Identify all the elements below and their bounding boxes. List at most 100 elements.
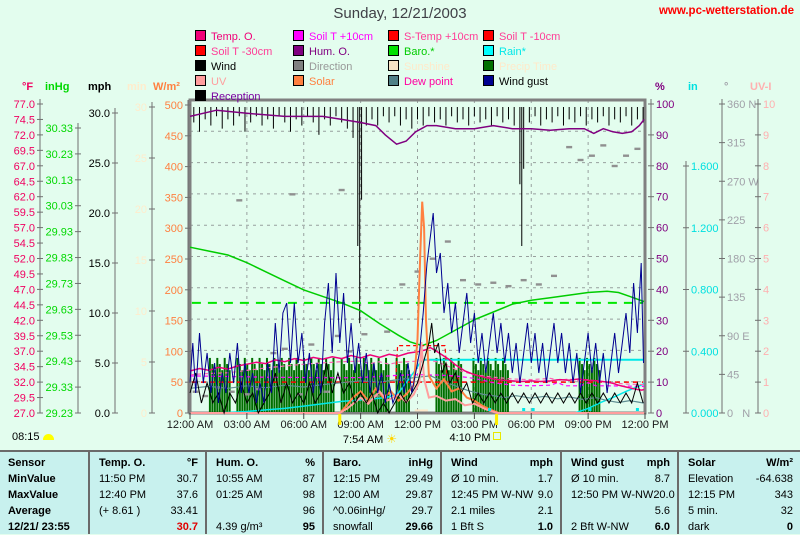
legend-item-direction: Direction <box>293 60 352 75</box>
table-cell-label: 10:55 AM <box>216 473 263 485</box>
solar-axis-label: 500 <box>165 100 183 112</box>
column-header: Hum. O. <box>216 457 259 469</box>
x-label: 03:00 AM <box>224 419 270 431</box>
rain-axis-dot <box>588 408 592 411</box>
table-cell-value: 30.7 <box>176 473 198 485</box>
series-humidity <box>189 109 645 146</box>
table-cell-label: 1 Bft S <box>451 521 485 533</box>
legend-label: UV <box>211 76 227 88</box>
legend-swatch <box>483 60 494 71</box>
precip-time-axis-label: 25 <box>135 153 147 165</box>
sun-icon: ☀ <box>386 432 398 446</box>
rain-axis-label: 1.200 <box>691 223 719 235</box>
direction-mark <box>535 283 542 286</box>
legend-label: Temp. O. <box>211 31 256 43</box>
table-row-label: MaxValue <box>8 489 59 501</box>
legend-item-s-temp-10cm: S-Temp +10cm <box>388 30 478 45</box>
rain-axis-dot <box>522 408 526 411</box>
legend-swatch <box>388 30 399 41</box>
humidity-axis-label: 60 <box>656 223 668 235</box>
humidity-axis-label: 30 <box>656 315 668 327</box>
table-row-label: Average <box>8 505 52 517</box>
table-cell-label: Ø 10 min. <box>451 473 499 485</box>
direction-mark <box>588 154 595 157</box>
table-cell-label: 11:50 PM <box>99 473 146 485</box>
x-label: 12:00 AM <box>167 419 213 431</box>
rain-axis-dot <box>531 408 535 411</box>
table-cell-value: 2.1 <box>537 505 553 517</box>
legend-swatch <box>293 75 304 86</box>
table-cell-value: 32 <box>780 505 793 517</box>
humidity-axis-label: 90 <box>656 130 668 142</box>
uv-axis-label: 4 <box>763 284 769 296</box>
humidity-axis-label: 20 <box>656 346 668 358</box>
column-header: Wind <box>451 457 478 469</box>
table-cell-label: 2.1 miles <box>451 505 496 517</box>
uv-axis-label: 0 <box>763 408 769 420</box>
table-cell-value: 9.0 <box>537 489 553 501</box>
legend-label: Wind <box>211 61 237 73</box>
legend-item-soil-t-10cm: Soil T +10cm <box>293 30 373 45</box>
direction-mark <box>551 274 557 278</box>
wind-axis-label: 20.0 <box>89 208 110 220</box>
solar-axis-label: 200 <box>165 285 183 297</box>
uv-axis-label: 5 <box>763 254 769 266</box>
humidity-axis-label: 50 <box>656 254 668 266</box>
x-label: 12:00 PM <box>621 419 668 431</box>
direction-mark <box>228 390 235 393</box>
temp-axis-label: 74.5 <box>14 114 35 126</box>
temp-axis-label: 37.0 <box>14 346 35 358</box>
x-label: 09:00 AM <box>337 419 383 431</box>
uv-axis-label: 8 <box>763 161 769 173</box>
wind-axis-label: 5.0 <box>95 358 110 370</box>
direction-axis-label: 180 S <box>727 254 756 266</box>
legend-swatch <box>195 45 206 56</box>
table-cell-value: 20.0 <box>653 489 675 501</box>
series-wind-gust <box>189 212 644 405</box>
direction-mark <box>444 240 451 243</box>
unit-label-in: in <box>688 81 698 93</box>
x-label: 09:00 PM <box>565 419 612 431</box>
direction-mark <box>577 158 584 162</box>
table-cell-label: 4.39 g/m³ <box>216 521 263 533</box>
solar-axis-label: 250 <box>165 254 183 266</box>
website-link[interactable]: www.pc-wetterstation.de <box>658 5 794 17</box>
unit-label-min: min <box>127 81 147 93</box>
baro-axis-label: 29.33 <box>45 382 73 394</box>
legend-item-wind: Wind <box>195 60 236 75</box>
table-cell-label: ^0.06inHg/ <box>333 505 386 517</box>
baro-axis-label: 29.93 <box>45 227 73 239</box>
table-cell-value: 29.7 <box>411 505 433 517</box>
temp-axis-label: 49.5 <box>14 269 35 281</box>
legend-swatch <box>195 60 206 71</box>
table-cell-label: 12:15 PM <box>688 489 736 501</box>
table-row-label: 12/21/ 23:55 <box>8 521 70 533</box>
baro-axis-label: 30.23 <box>45 149 73 161</box>
rain-axis-label: 0.400 <box>691 346 719 358</box>
table-cell-label: 12:00 AM <box>333 489 380 501</box>
legend-swatch <box>195 75 206 86</box>
direction-mark <box>202 394 209 398</box>
solar-axis-label: 0 <box>177 408 183 420</box>
legend-label: Dew point <box>404 76 453 88</box>
temp-axis-label: 39.5 <box>14 331 35 343</box>
direction-mark <box>308 343 315 346</box>
precip-time-axis-label: 5 <box>141 357 147 369</box>
humidity-axis-label: 10 <box>656 377 668 389</box>
table-cell-value: 37.6 <box>176 489 198 501</box>
unit-label-Wm²: W/m² <box>153 81 180 93</box>
unit-label-inHg: inHg <box>45 81 70 93</box>
table-cell-label: Ø 10 min. <box>571 473 619 485</box>
table-group-hum-o-: Hum. O.% 10:55 AM 87 01:25 AM 98 96 4.39 g/m³ 9… <box>205 452 322 534</box>
legend-label: Reception <box>211 91 261 103</box>
direction-mark <box>243 393 250 396</box>
direction-mark <box>323 390 330 393</box>
temp-axis-label: 59.5 <box>14 207 35 219</box>
legend-label: Sunshine <box>404 61 450 73</box>
legend-swatch <box>483 45 494 56</box>
table-cell-label: Elevation <box>688 473 734 485</box>
direction-mark <box>460 278 466 282</box>
legend-label: Soil T -10cm <box>499 31 561 43</box>
legend-swatch <box>388 75 399 86</box>
legend-swatch <box>293 45 304 56</box>
